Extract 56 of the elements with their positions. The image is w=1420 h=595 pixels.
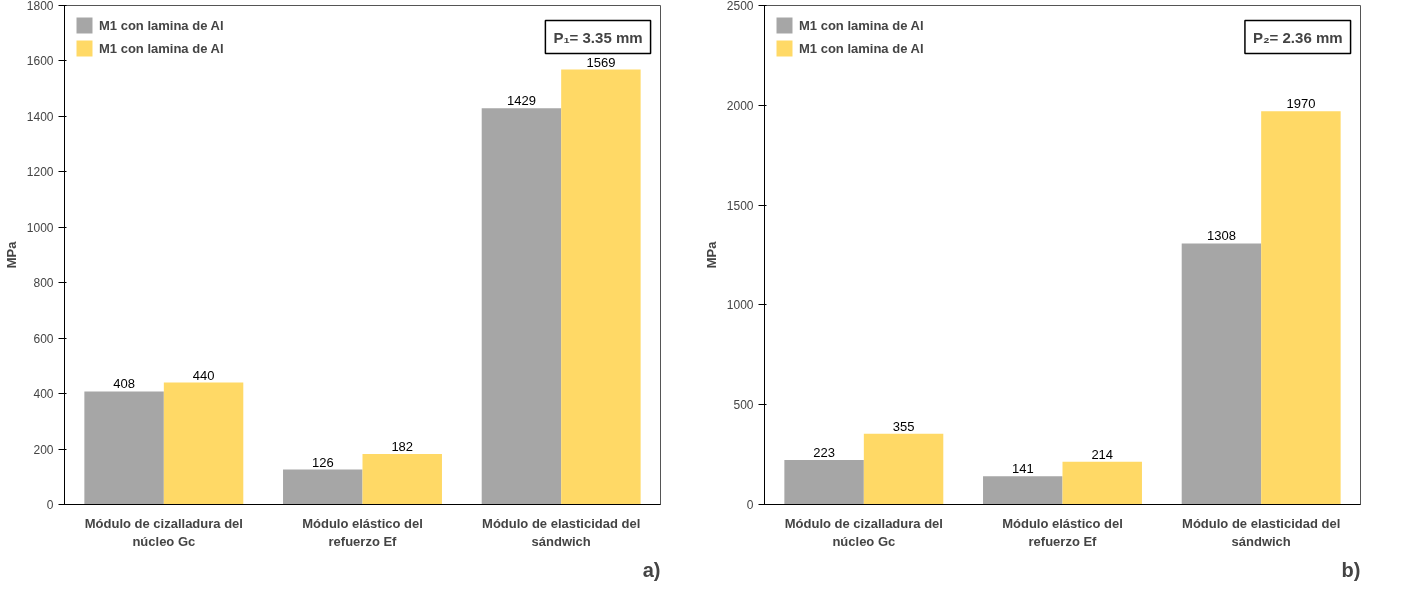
bar (561, 69, 641, 505)
y-tick-label: 800 (33, 276, 54, 291)
data-label: 355 (892, 418, 915, 434)
data-label: 1429 (506, 93, 536, 109)
y-tick-label: 200 (33, 442, 54, 457)
x-tick-label: Módulo de elasticidad del sándwich (1182, 515, 1341, 549)
bar (983, 476, 1063, 505)
data-label: 1308 (1206, 228, 1236, 244)
data-label: 214 (1091, 446, 1114, 462)
bar (283, 469, 363, 505)
x-tick-label: Módulo de cizalladura del núcleo Gc (84, 515, 243, 549)
y-tick-label: 1800 (26, 0, 54, 13)
bar (1261, 111, 1341, 505)
bar (163, 382, 244, 505)
y-tick-label: 1000 (26, 220, 54, 235)
x-tick-label: Módulo de elasticidad del sándwich (482, 515, 641, 549)
annotation: P₁= 3.35 mm (553, 28, 643, 46)
x-tick-label: Módulo elástico del refuerzo Ef (302, 515, 423, 549)
data-label: 1569 (586, 54, 616, 70)
legend-label: M1 con lamina de Al (799, 40, 924, 56)
bar (1181, 243, 1262, 505)
legend-label: M1 con lamina de Al (99, 40, 224, 56)
y-tick-label: 1400 (26, 109, 54, 124)
y-tick-label: 0 (746, 498, 754, 512)
text: b) (1341, 558, 1361, 581)
data-label: 141 (1011, 461, 1034, 477)
x-tick-label: Módulo elástico del refuerzo Ef (1002, 515, 1123, 549)
y-axis-title: MPa (3, 240, 19, 269)
y-tick-label: 1000 (726, 298, 754, 313)
y-tick-label: 600 (33, 331, 54, 346)
data-label: 223 (813, 444, 835, 460)
y-tick-label: 500 (733, 398, 754, 413)
bar (84, 391, 164, 505)
bar (481, 108, 562, 505)
y-tick-label: 1500 (726, 198, 754, 213)
legend-label: M1 con lamina de Al (799, 17, 924, 33)
data-label: 182 (391, 439, 414, 455)
x-tick-label: Módulo de cizalladura del núcleo Gc (784, 515, 943, 549)
annotation: P₂= 2.36 mm (1252, 28, 1343, 46)
bar (362, 454, 442, 505)
y-tick-label: 400 (33, 387, 54, 402)
y-tick-label: 1600 (26, 54, 54, 69)
text: a) (642, 558, 661, 581)
y-tick-label: 0 (46, 498, 54, 512)
bar (863, 433, 944, 505)
y-tick-label: 2500 (726, 0, 754, 13)
y-tick-label: 2000 (726, 98, 754, 113)
y-tick-label: 1200 (26, 165, 54, 180)
y-axis-title: MPa (703, 240, 719, 269)
bar (784, 459, 864, 505)
data-label: 126 (311, 454, 334, 470)
legend-label: M1 con lamina de Al (99, 17, 224, 33)
data-label: 440 (192, 367, 215, 383)
data-label: 1970 (1286, 96, 1316, 112)
bar (1062, 461, 1142, 505)
data-label: 408 (113, 376, 135, 392)
